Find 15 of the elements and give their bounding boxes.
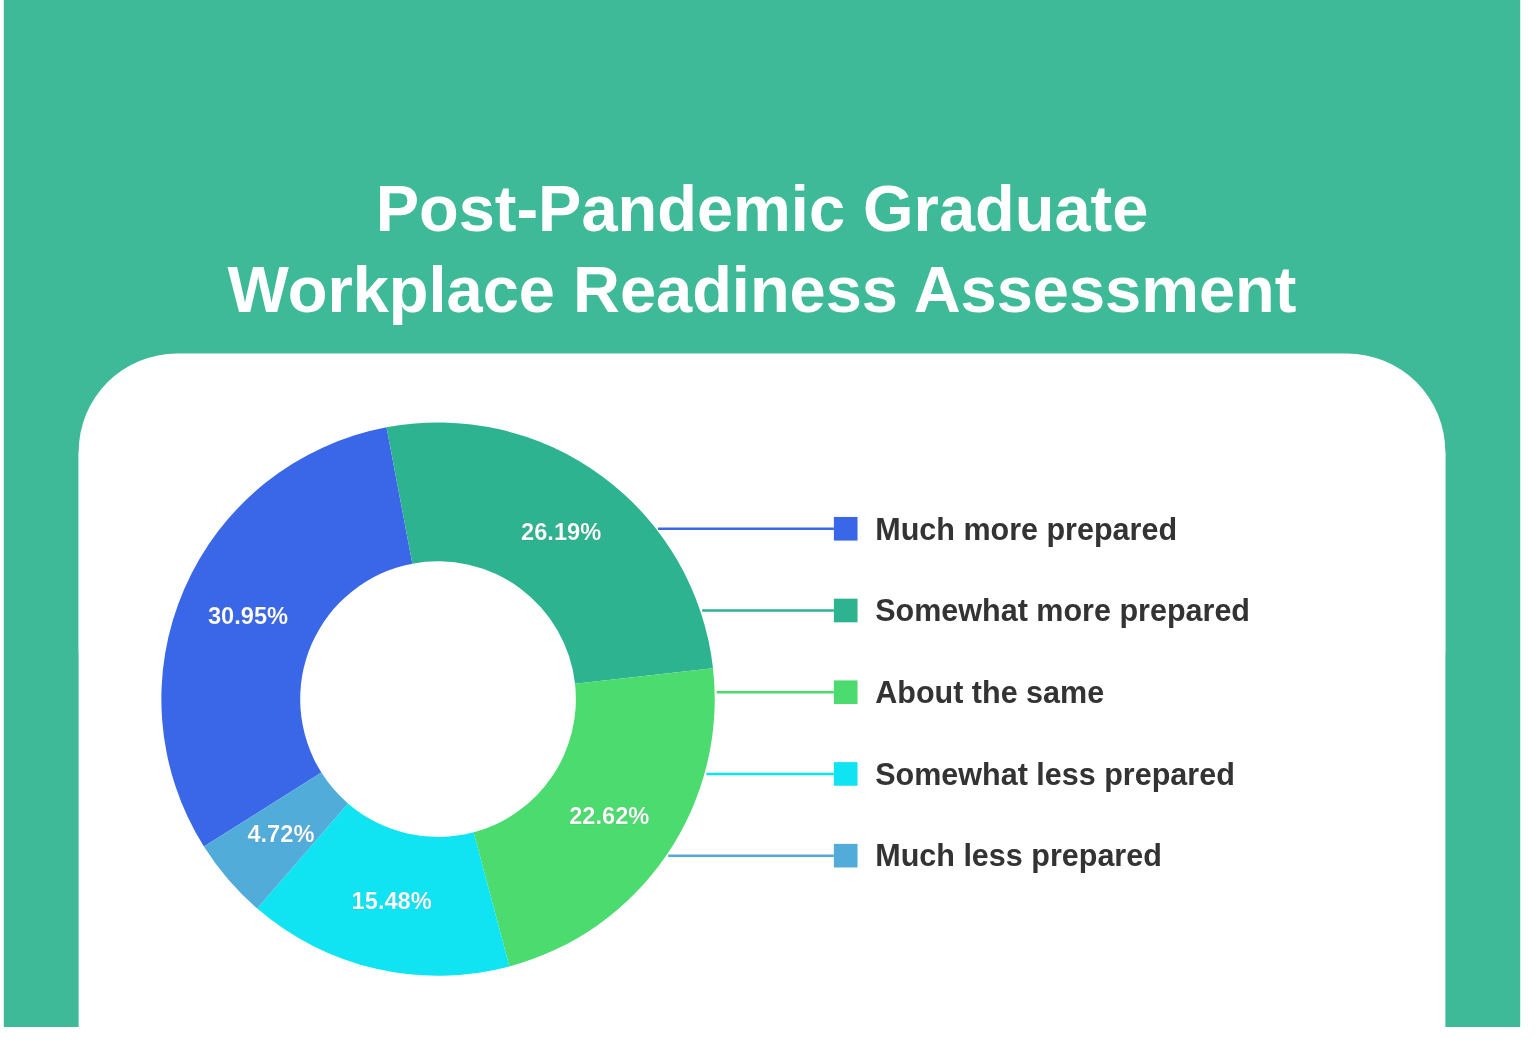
donut-slice xyxy=(203,772,348,909)
legend-label: Much less prepared xyxy=(875,838,1162,874)
donut-slice xyxy=(161,427,413,847)
data-label: 15.48% xyxy=(351,888,432,914)
data-label: 22.62% xyxy=(569,802,650,829)
legend-label: Somewhat less prepared xyxy=(875,756,1235,792)
donut-slice xyxy=(386,422,713,684)
data-label: 26.19% xyxy=(521,519,602,546)
donut-slice xyxy=(473,668,715,967)
legend-label: Somewhat more prepared xyxy=(875,593,1251,629)
legend-label: About the same xyxy=(875,675,1105,710)
data-label: 4.72% xyxy=(247,821,315,848)
data-label: 30.95% xyxy=(207,603,289,630)
chart-title: Post-Pandemic Graduate Workplace Readiness Assessment xyxy=(227,172,1297,327)
legend-label: Much more prepared xyxy=(875,511,1178,547)
